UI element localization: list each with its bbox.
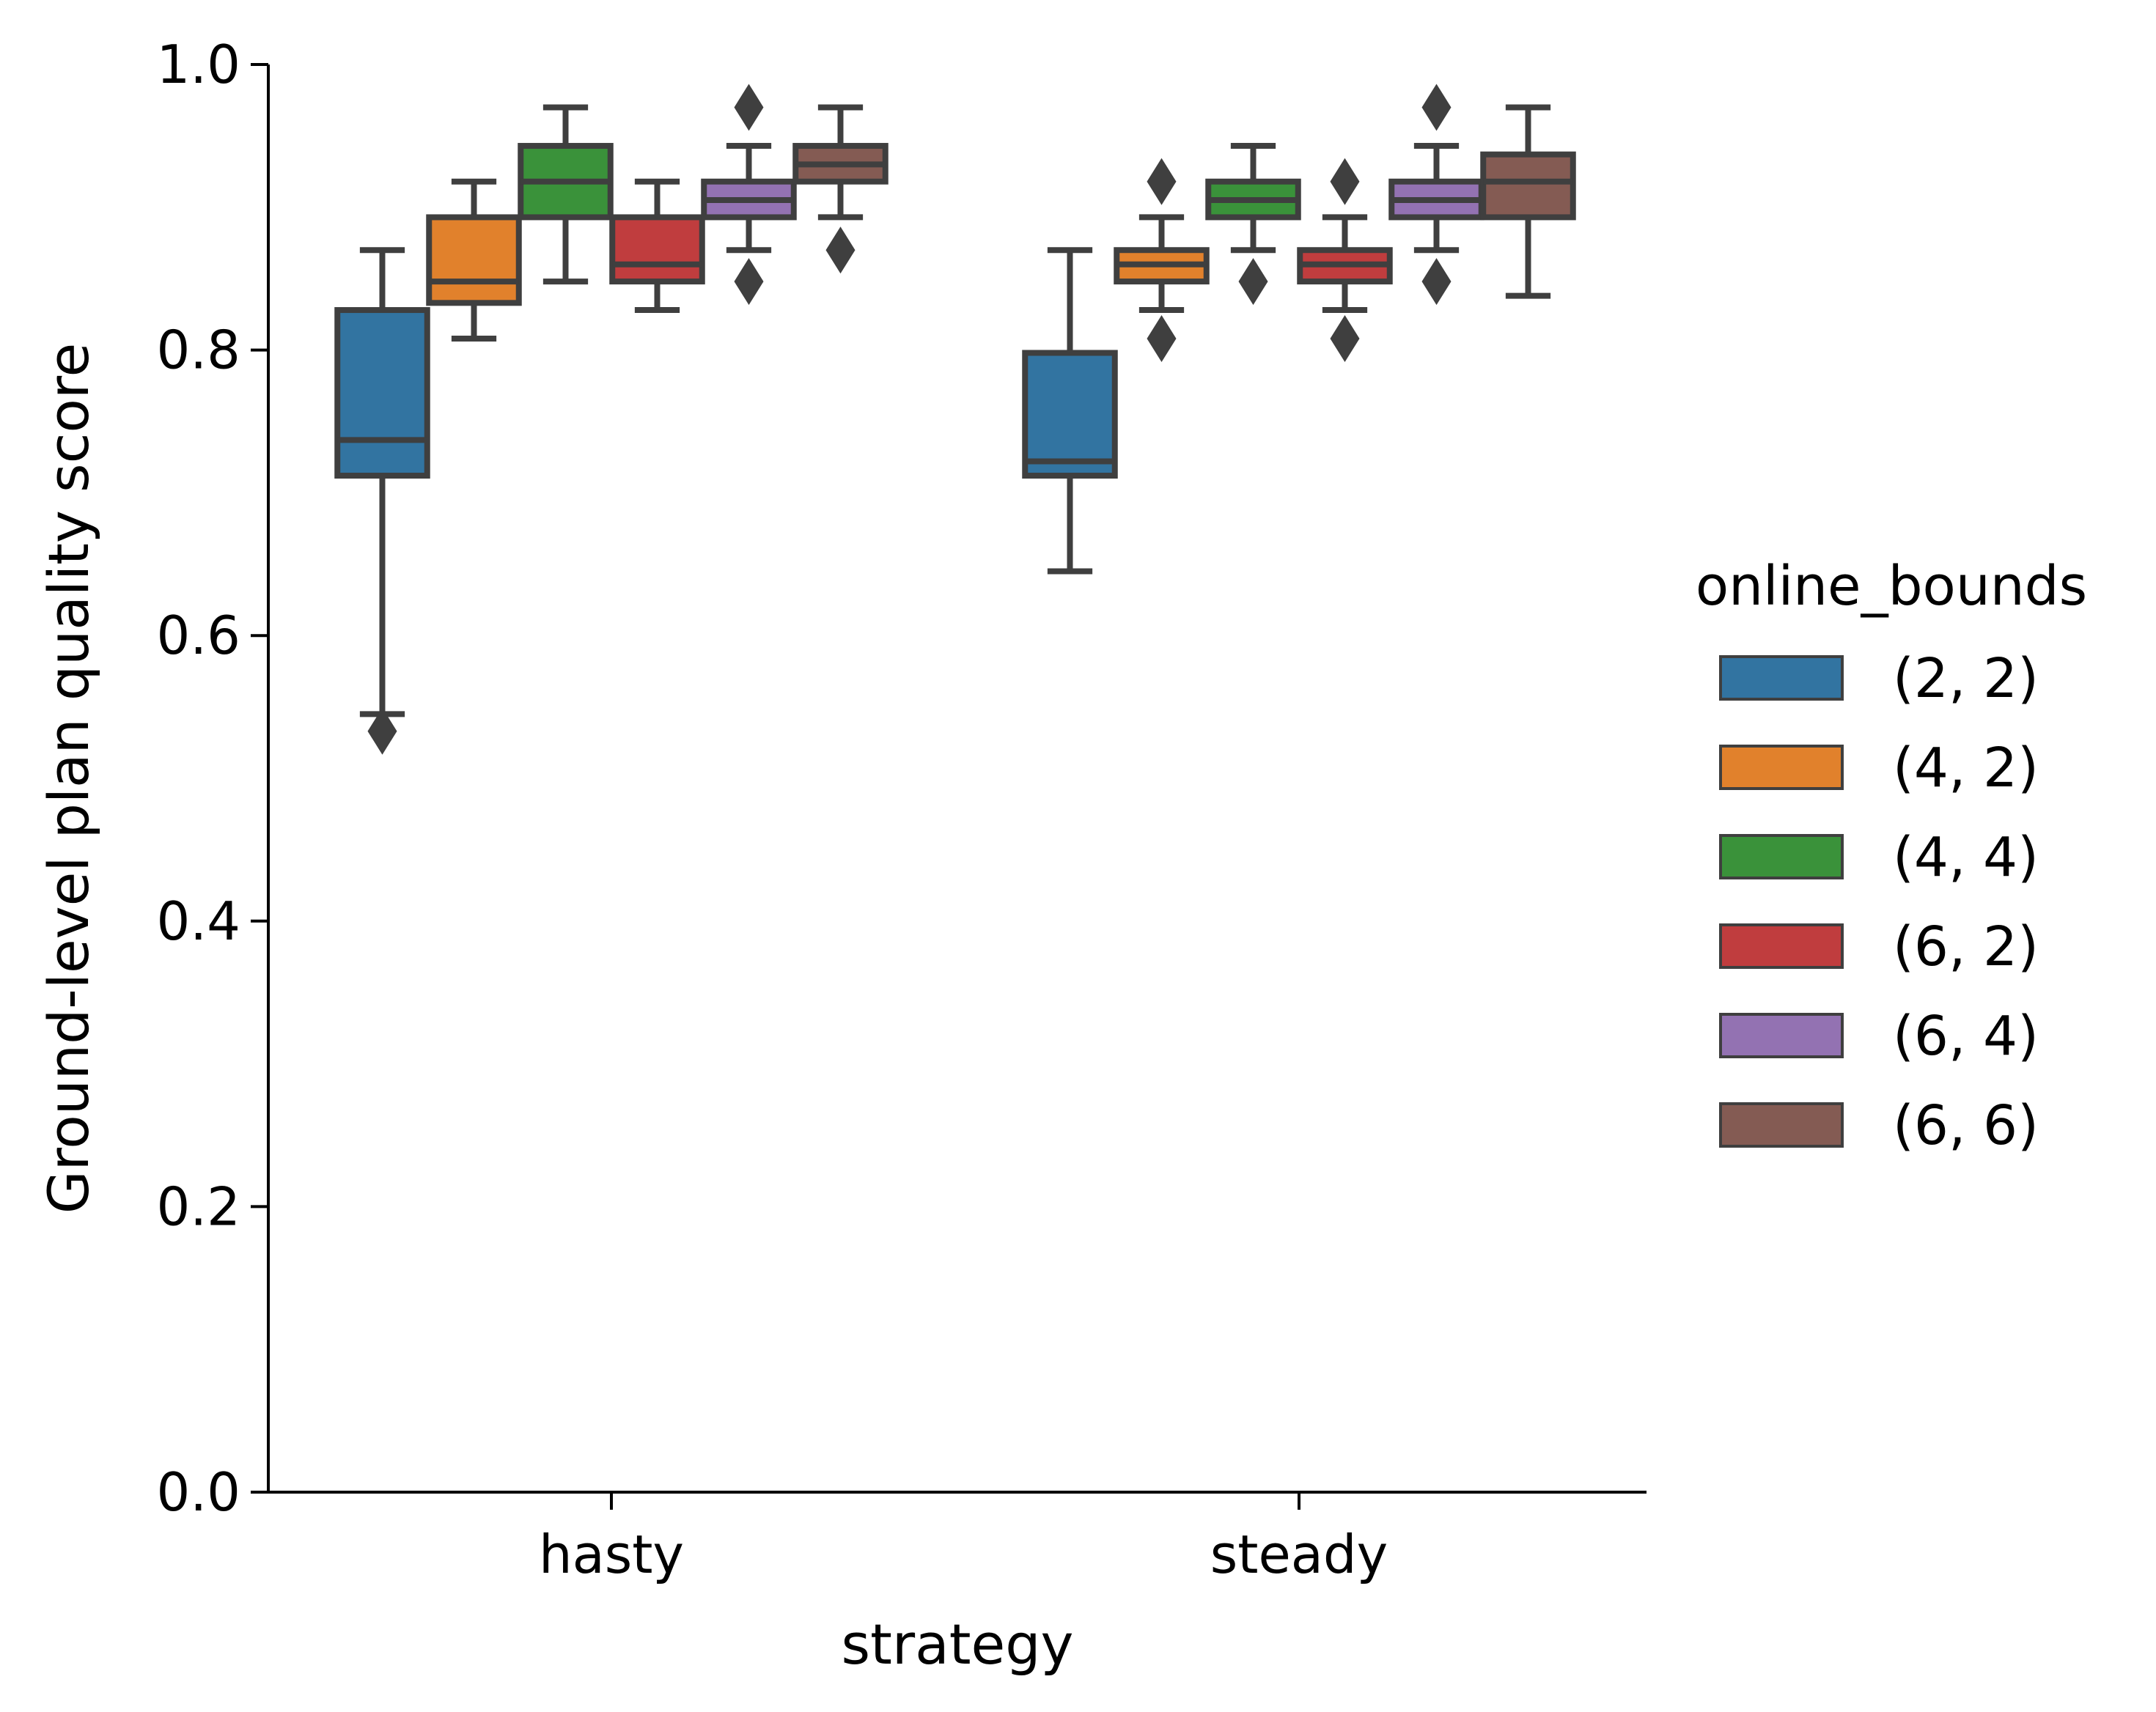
box-steady bbox=[1022, 350, 1118, 479]
plot-area bbox=[334, 84, 1576, 755]
outlier-point bbox=[1421, 258, 1452, 306]
legend-label: (2, 2) bbox=[1893, 647, 2039, 710]
y-tick-label: 0.2 bbox=[156, 1176, 240, 1237]
legend-label: (4, 2) bbox=[1893, 737, 2039, 800]
legend-swatch bbox=[1719, 745, 1844, 790]
outlier-point bbox=[734, 258, 764, 306]
legend-swatch bbox=[1719, 923, 1844, 969]
box-steady bbox=[1480, 151, 1576, 221]
y-tick-label: 1.0 bbox=[156, 34, 240, 95]
outlier-point bbox=[734, 84, 764, 131]
x-tick-label: steady bbox=[1210, 1524, 1388, 1585]
legend-label: (4, 4) bbox=[1893, 826, 2039, 889]
y-axis-label: Ground-level plan quality score bbox=[36, 343, 101, 1214]
legend-label: (6, 6) bbox=[1893, 1094, 2039, 1157]
y-tick-label: 0.6 bbox=[156, 605, 240, 666]
axes: 0.0 0.2 0.4 0.6 0.8 1.0 hasty steady bbox=[156, 34, 1647, 1585]
outlier-point bbox=[1147, 315, 1177, 363]
y-tick-label: 0.0 bbox=[156, 1461, 240, 1523]
x-tick-label: hasty bbox=[539, 1524, 684, 1585]
legend-swatch bbox=[1719, 1013, 1844, 1058]
outlier-point bbox=[1238, 258, 1268, 306]
x-axis-label: strategy bbox=[842, 1612, 1074, 1677]
legend-label: (6, 2) bbox=[1893, 915, 2039, 978]
legend-swatch bbox=[1719, 1102, 1844, 1148]
outlier-point bbox=[1330, 158, 1360, 205]
legend: online_bounds (2, 2) (4, 2) (4, 4) (6, 2) (6… bbox=[1696, 555, 2087, 1157]
y-tick-label: 0.4 bbox=[156, 890, 240, 952]
outlier-point bbox=[1421, 84, 1452, 131]
y-tick-label: 0.8 bbox=[156, 320, 240, 381]
legend-label: (6, 4) bbox=[1893, 1005, 2039, 1068]
outlier-point bbox=[1147, 158, 1177, 205]
box-hasty bbox=[334, 307, 430, 479]
legend-swatch bbox=[1719, 655, 1844, 701]
legend-title: online_bounds bbox=[1696, 555, 2087, 618]
outlier-point bbox=[1330, 315, 1360, 363]
box-hasty bbox=[426, 214, 522, 306]
outlier-point bbox=[825, 226, 856, 274]
box-hasty bbox=[609, 214, 705, 285]
legend-swatch bbox=[1719, 834, 1844, 879]
outlier-point bbox=[367, 707, 397, 755]
